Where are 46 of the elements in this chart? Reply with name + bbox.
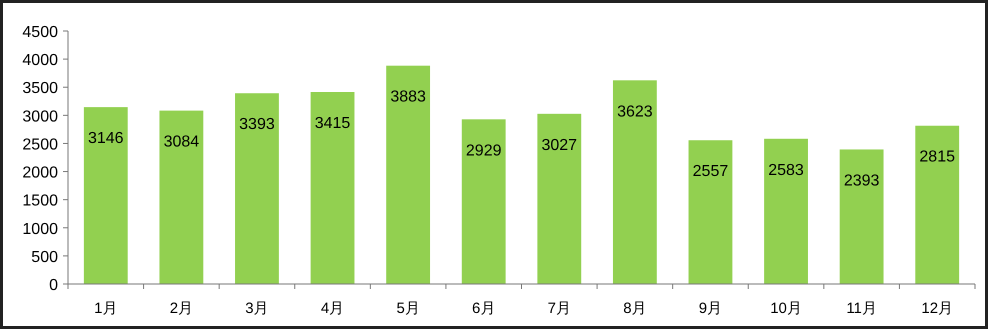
x-tick-label: 11月 [846,300,877,317]
y-tick-label: 500 [31,248,58,266]
x-tick-label: 2月 [170,300,194,317]
x-tick-label: 12月 [921,300,954,317]
x-tick-label: 10月 [770,300,802,317]
bar [310,92,354,284]
x-tick-label: 5月 [396,300,420,317]
x-tick-label: 1月 [94,300,118,317]
bar [612,80,657,284]
data-label: 3415 [314,115,350,132]
y-tick-label: 2500 [22,136,58,154]
x-tick-label: 4月 [320,300,344,317]
y-tick-label: 2000 [22,164,58,182]
bar [537,114,582,284]
bar [462,119,506,284]
data-label: 3027 [541,136,578,154]
data-label: 2929 [466,142,502,160]
y-tick-label: 3500 [22,80,58,98]
bar [159,110,204,284]
y-tick-label: 3000 [22,108,58,126]
data-label: 2557 [692,163,728,180]
x-tick-label: 6月 [472,300,496,317]
bar [235,93,279,284]
x-tick-label: 9月 [698,300,722,317]
bar [764,138,808,284]
data-label: 3623 [617,103,653,120]
x-tick-label: 8月 [623,300,647,317]
x-tick-label: 3月 [245,300,269,317]
data-label: 3146 [88,130,124,148]
bar [688,140,732,284]
y-tick-label: 0 [49,277,58,294]
y-tick-label: 1500 [22,192,58,210]
data-label: 3393 [239,116,275,134]
data-label: 3084 [164,134,200,151]
bar [915,126,960,284]
x-tick-label: 7月 [548,300,571,317]
y-tick-label: 4000 [22,52,58,70]
data-label: 2393 [844,172,880,190]
bar [840,149,884,284]
bar [386,66,430,284]
y-tick-label: 4500 [22,24,58,41]
data-label: 2815 [919,148,956,166]
y-tick-label: 1000 [22,220,58,238]
data-label: 2583 [768,162,804,179]
data-label: 3883 [390,88,426,106]
bar [84,107,128,284]
